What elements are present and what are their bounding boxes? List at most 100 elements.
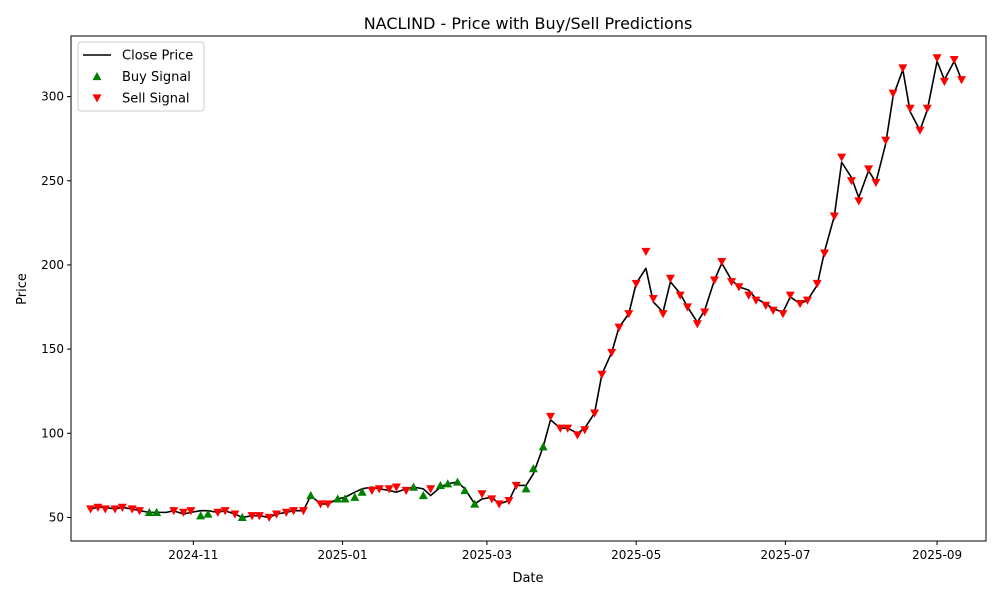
x-tick-label: 2025-07 <box>760 548 810 562</box>
sell-signal-marker <box>932 54 942 63</box>
sell-signal-marker <box>169 507 179 516</box>
sell-signal-marker <box>247 512 257 521</box>
buy-signal-marker <box>357 487 367 496</box>
sell-signal-marker <box>648 295 658 304</box>
sell-signal-marker <box>864 165 874 174</box>
sell-signal-marker <box>709 276 719 285</box>
legend-label: Buy Signal <box>122 70 191 85</box>
y-axis: 50 100 150 200 250 300 <box>41 90 71 524</box>
sell-signal-marker <box>607 348 617 357</box>
legend-sell-swatch <box>92 94 102 103</box>
sell-signal-marker <box>391 483 401 492</box>
y-tick-label: 100 <box>41 426 64 440</box>
sell-signal-marker <box>186 507 196 516</box>
sell-signal-marker <box>213 508 223 517</box>
sell-signal-marker <box>871 178 881 187</box>
sell-signal-marker <box>487 495 497 504</box>
sell-signal-marker <box>888 89 898 98</box>
buy-signal-marker <box>237 512 247 522</box>
sell-signal-marker <box>837 153 847 162</box>
sell-signal-marker <box>734 283 744 292</box>
sell-signal-marker <box>511 481 521 490</box>
sell-signal-marker <box>179 508 189 517</box>
buy-signal-layer <box>144 442 548 522</box>
sell-signal-marker <box>624 310 634 319</box>
sell-signal-marker <box>683 303 693 312</box>
sell-signal-marker <box>504 497 514 506</box>
sell-signal-marker <box>100 505 110 514</box>
buy-signal-marker <box>443 479 453 488</box>
sell-signal-marker <box>854 197 864 206</box>
sell-signal-marker <box>289 507 299 516</box>
y-tick-label: 300 <box>41 90 64 104</box>
sell-signal-marker <box>374 485 384 494</box>
sell-signal-marker <box>829 212 839 221</box>
sell-signal-marker <box>110 505 120 514</box>
sell-signal-marker <box>658 310 668 319</box>
buy-signal-marker <box>528 464 538 473</box>
sell-signal-marker <box>881 136 891 145</box>
legend-buy-swatch <box>92 72 102 81</box>
sell-signal-marker <box>846 177 856 186</box>
sell-signal-marker <box>563 424 573 433</box>
sell-signal-marker <box>949 55 959 65</box>
legend-label: Sell Signal <box>122 92 190 107</box>
sell-signal-marker <box>778 310 788 319</box>
sell-signal-marker <box>367 486 377 495</box>
sell-signal-marker <box>281 508 291 517</box>
sell-signal-marker <box>922 104 932 113</box>
sell-signal-marker <box>785 291 795 300</box>
buy-signal-marker <box>333 494 343 503</box>
sell-signal-marker <box>264 513 274 522</box>
buy-signal-marker <box>460 486 470 495</box>
buy-signal-marker <box>521 484 531 493</box>
x-tick-label: 2024-11 <box>168 548 218 562</box>
y-tick-label: 50 <box>49 510 64 524</box>
buy-signal-marker <box>144 507 154 516</box>
buy-signal-marker <box>418 491 428 500</box>
sell-signal-marker <box>751 296 761 305</box>
buy-signal-marker <box>350 492 360 501</box>
x-axis-label: Date <box>512 571 543 586</box>
sell-signal-marker <box>768 306 778 315</box>
sell-signal-marker <box>135 507 145 516</box>
plot-background <box>71 36 986 541</box>
sell-signal-marker <box>117 503 127 512</box>
sell-signal-marker <box>401 486 411 495</box>
buy-signal-marker <box>306 491 316 500</box>
sell-signal-marker <box>700 308 710 317</box>
sell-signal-marker <box>915 126 925 135</box>
sell-signal-marker <box>384 485 394 494</box>
sell-signal-marker <box>727 278 737 287</box>
y-tick-label: 250 <box>41 174 64 188</box>
buy-signal-marker <box>470 499 480 508</box>
sell-signal-marker <box>93 503 103 512</box>
sell-signal-marker <box>905 104 915 113</box>
sell-signal-marker <box>494 500 504 509</box>
buy-signal-marker <box>453 477 463 486</box>
sell-signal-marker <box>254 512 264 521</box>
sell-signal-marker <box>717 257 727 267</box>
sell-signal-marker <box>744 291 754 300</box>
sell-signal-marker <box>316 500 326 509</box>
sell-signal-marker <box>795 300 805 309</box>
sell-signal-marker <box>298 507 308 516</box>
x-tick-label: 2025-01 <box>317 548 367 562</box>
sell-signal-marker <box>590 409 600 418</box>
x-tick-label: 2025-09 <box>912 548 962 562</box>
buy-signal-marker <box>409 482 419 491</box>
sell-signal-marker <box>957 76 967 85</box>
sell-signal-marker <box>898 64 908 73</box>
legend-label: Close Price <box>122 49 193 64</box>
legend-box <box>77 41 205 112</box>
sell-signal-marker <box>127 505 137 514</box>
x-tick-label: 2025-05 <box>611 548 661 562</box>
y-tick-label: 200 <box>41 258 64 272</box>
sell-signal-marker <box>641 247 651 256</box>
sell-signal-marker <box>230 510 240 519</box>
sell-signal-marker <box>580 426 590 435</box>
x-tick-label: 2025-03 <box>462 548 512 562</box>
sell-signal-marker <box>675 291 685 300</box>
legend: Close Price Buy Signal Sell Signal <box>77 41 205 112</box>
